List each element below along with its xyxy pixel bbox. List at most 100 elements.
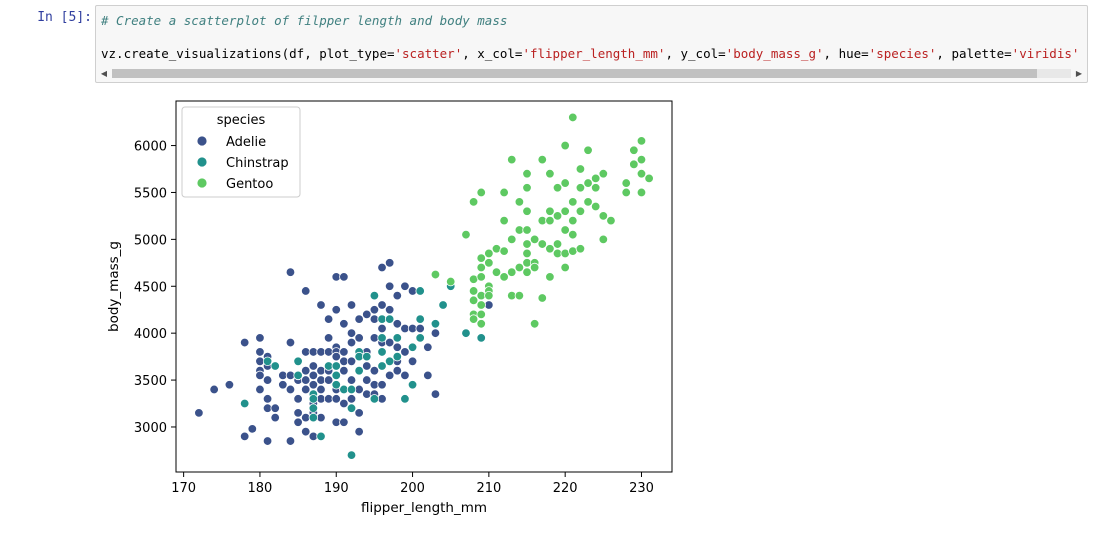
- code-editor[interactable]: # Create a scatterplot of filpper length…: [101, 6, 1082, 66]
- point-adelie: [384, 281, 395, 291]
- legend-title: species: [217, 113, 266, 128]
- code-token: 'scatter': [394, 46, 463, 61]
- point-chinstrap: [377, 333, 387, 343]
- point-adelie: [331, 351, 341, 362]
- point-adelie: [224, 380, 235, 390]
- point-gentoo: [598, 168, 609, 179]
- point-gentoo: [636, 168, 647, 179]
- point-gentoo: [560, 225, 570, 235]
- point-adelie: [423, 370, 433, 381]
- point-adelie: [407, 356, 418, 367]
- point-gentoo: [468, 286, 479, 296]
- code-cell-input[interactable]: # Create a scatterplot of filpper length…: [95, 5, 1088, 83]
- point-gentoo: [484, 248, 494, 259]
- point-gentoo: [446, 276, 456, 287]
- x-tick-label: 190: [324, 481, 349, 496]
- cell-output: 170 180 190 200 210 220 230 3000 3500 4000 4500 500…: [105, 95, 685, 529]
- point-gentoo: [514, 197, 525, 207]
- point-gentoo: [560, 140, 570, 151]
- x-axis-label: flipper_length_mm: [361, 500, 487, 516]
- legend-label-chinstrap: Chinstrap: [226, 156, 289, 171]
- point-adelie: [384, 337, 395, 348]
- point-gentoo: [575, 206, 586, 216]
- y-tick-label: 5000: [134, 233, 167, 248]
- code-comment-line: # Create a scatterplot of filpper length…: [101, 13, 508, 28]
- point-adelie: [415, 323, 425, 334]
- y-tick-label: 3000: [134, 421, 167, 436]
- point-gentoo: [476, 300, 486, 310]
- point-chinstrap: [415, 286, 425, 296]
- point-chinstrap: [392, 333, 402, 343]
- code-token: 'viridis': [1011, 46, 1080, 61]
- point-gentoo: [583, 178, 593, 188]
- point-chinstrap: [346, 403, 357, 413]
- point-adelie: [270, 412, 280, 423]
- legend-label-adelie: Adelie: [226, 135, 266, 150]
- code-token: , hue=: [823, 46, 869, 61]
- point-gentoo: [468, 295, 479, 306]
- point-chinstrap: [293, 370, 303, 381]
- point-chinstrap: [461, 328, 471, 338]
- point-adelie: [346, 300, 357, 310]
- point-adelie: [285, 384, 296, 395]
- point-adelie: [354, 426, 364, 437]
- point-adelie: [301, 365, 311, 376]
- point-adelie: [255, 370, 265, 381]
- scatter-chart: 170 180 190 200 210 220 230 3000 3500 4000 4500 500…: [106, 100, 673, 516]
- x-tick-label: 180: [248, 481, 273, 496]
- point-adelie: [369, 305, 380, 315]
- point-adelie: [384, 258, 395, 268]
- horizontal-scrollbar[interactable]: ◀ ▶: [98, 67, 1085, 80]
- point-adelie: [239, 431, 250, 442]
- point-gentoo: [468, 197, 479, 207]
- point-adelie: [301, 375, 311, 385]
- point-chinstrap: [384, 314, 395, 324]
- point-adelie: [301, 286, 311, 296]
- point-chinstrap: [362, 351, 372, 362]
- point-chinstrap: [369, 394, 380, 404]
- point-chinstrap: [270, 361, 280, 371]
- point-gentoo: [537, 239, 547, 249]
- point-gentoo: [552, 239, 563, 249]
- point-adelie: [392, 319, 402, 329]
- point-chinstrap: [384, 356, 395, 367]
- scroll-track[interactable]: [112, 69, 1071, 78]
- point-gentoo: [476, 272, 486, 282]
- point-gentoo: [568, 215, 578, 226]
- point-adelie: [323, 314, 334, 324]
- point-gentoo: [522, 267, 532, 277]
- point-adelie: [384, 370, 395, 381]
- scroll-right-icon[interactable]: ▶: [1075, 69, 1083, 78]
- scroll-left-icon[interactable]: ◀: [100, 69, 108, 78]
- point-gentoo: [636, 136, 647, 146]
- y-axis-label: body_mass_g: [106, 241, 122, 332]
- point-gentoo: [598, 234, 609, 245]
- point-adelie: [346, 394, 357, 404]
- point-chinstrap: [331, 370, 341, 381]
- point-adelie: [400, 347, 410, 357]
- point-adelie: [400, 370, 410, 381]
- point-adelie: [323, 375, 334, 385]
- point-gentoo: [476, 309, 486, 320]
- point-adelie: [209, 384, 219, 395]
- point-chinstrap: [346, 384, 357, 395]
- point-adelie: [331, 394, 341, 404]
- point-gentoo: [583, 197, 593, 207]
- scroll-thumb[interactable]: [112, 69, 1038, 78]
- point-gentoo: [491, 267, 502, 277]
- point-gentoo: [522, 225, 532, 235]
- point-gentoo: [606, 215, 616, 226]
- point-gentoo: [476, 262, 486, 273]
- point-gentoo: [499, 215, 509, 226]
- point-adelie: [262, 394, 273, 404]
- point-gentoo: [529, 234, 540, 245]
- y-tick-label: 4500: [134, 280, 167, 295]
- point-gentoo: [568, 229, 578, 240]
- point-gentoo: [522, 168, 532, 179]
- point-adelie: [247, 424, 258, 434]
- point-chinstrap: [400, 394, 410, 404]
- point-adelie: [377, 262, 387, 273]
- point-gentoo: [590, 183, 601, 193]
- point-gentoo: [560, 262, 570, 273]
- legend-label-gentoo: Gentoo: [226, 177, 273, 192]
